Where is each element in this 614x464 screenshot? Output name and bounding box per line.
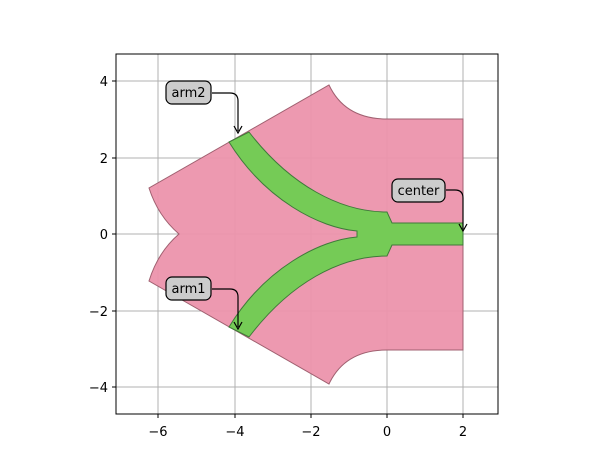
x-tick-label: −4: [225, 425, 244, 440]
annotation-label: center: [398, 184, 440, 199]
x-tick-label: 0: [383, 425, 391, 440]
x-ticks: −6 −4 −2 0 2: [148, 414, 467, 440]
annotation-center: center: [391, 178, 468, 233]
annotation-label: arm2: [171, 86, 205, 101]
y-tick-label: −2: [89, 305, 108, 320]
y-tick-label: −4: [89, 381, 108, 396]
y-ticks: 4 2 0 −2 −4: [89, 75, 116, 396]
cladding-polygon: [148, 84, 464, 385]
y-tick-label: 0: [100, 228, 108, 243]
core-polygon: [228, 131, 464, 338]
annotation-arm1: arm1: [165, 276, 243, 331]
x-tick-label: −2: [301, 425, 320, 440]
annotation-arm2: arm2: [165, 80, 243, 135]
x-tick-label: −6: [148, 425, 167, 440]
annotation-label: arm1: [171, 282, 205, 297]
y-tick-label: 2: [100, 152, 108, 167]
y-tick-label: 4: [100, 75, 108, 90]
x-tick-label: 2: [459, 425, 467, 440]
